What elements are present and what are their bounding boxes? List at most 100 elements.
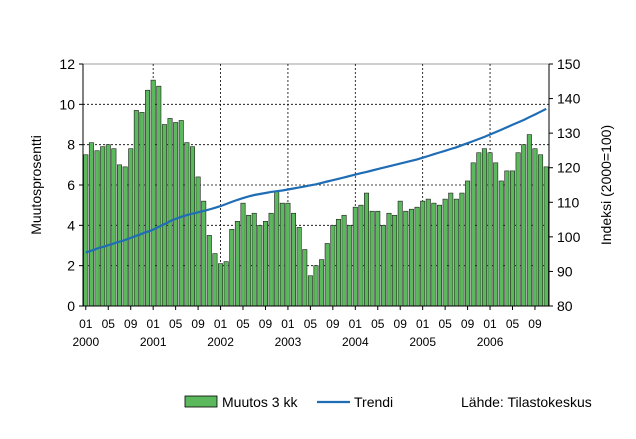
bar — [442, 198, 448, 307]
month-tick-label: 01 — [483, 317, 497, 331]
bar — [274, 190, 280, 307]
bar — [240, 202, 246, 307]
bar — [459, 192, 465, 307]
year-tick-label: 2004 — [342, 335, 369, 349]
bar — [83, 154, 89, 307]
bar — [100, 146, 106, 307]
bar — [156, 85, 162, 307]
right-tick-label: 80 — [557, 298, 573, 314]
bar — [150, 79, 156, 307]
bar — [358, 204, 364, 307]
bar — [448, 192, 454, 307]
bar — [510, 170, 515, 307]
bar — [262, 221, 268, 307]
month-tick-label: 01 — [79, 317, 93, 331]
bar — [453, 198, 459, 307]
legend-bar-label: Muutos 3 kk — [222, 394, 298, 410]
bar — [223, 261, 229, 307]
right-tick-label: 150 — [557, 56, 581, 72]
bar — [111, 148, 117, 307]
left-tick-label: 12 — [59, 56, 75, 72]
right-tick-label: 140 — [557, 91, 581, 107]
month-tick-label: 05 — [506, 317, 520, 331]
bar — [167, 118, 173, 307]
bar — [341, 214, 347, 307]
month-tick-label: 01 — [349, 317, 363, 331]
bar — [302, 249, 308, 307]
bar — [420, 200, 426, 307]
bar — [437, 204, 443, 307]
legend-bar-swatch — [184, 395, 218, 408]
bar — [212, 253, 218, 307]
month-tick-label: 05 — [304, 317, 318, 331]
right-tick-label: 120 — [557, 160, 581, 176]
bar — [201, 200, 207, 307]
left-tick-label: 6 — [67, 177, 75, 193]
bar — [431, 202, 437, 307]
right-tick-label: 110 — [557, 194, 580, 210]
bar — [392, 214, 398, 307]
bar — [324, 243, 330, 307]
bar-layer — [83, 79, 549, 307]
year-tick-label: 2002 — [207, 335, 234, 349]
month-tick-label: 05 — [236, 317, 250, 331]
month-tick-label: 09 — [461, 317, 475, 331]
bar — [498, 180, 504, 307]
bar — [538, 154, 544, 307]
bar — [296, 227, 302, 307]
bar — [139, 112, 145, 307]
bar — [257, 225, 263, 307]
left-tick-label: 2 — [67, 258, 75, 274]
bar — [403, 210, 409, 307]
bar — [105, 144, 111, 307]
year-tick-label: 2001 — [140, 335, 167, 349]
bar — [493, 162, 499, 307]
bar — [515, 152, 521, 307]
left-tick-label: 8 — [67, 137, 75, 153]
legend: Muutos 3 kk Trendi — [184, 394, 393, 410]
bar — [161, 124, 167, 307]
bar — [481, 148, 487, 307]
bar — [397, 200, 403, 307]
bar — [470, 162, 476, 307]
left-tick-label: 10 — [59, 96, 75, 112]
bar — [184, 142, 190, 307]
right-tick-label: 100 — [557, 229, 581, 245]
bar — [521, 144, 527, 307]
bar — [313, 265, 319, 307]
bar — [330, 225, 336, 307]
bar — [251, 212, 257, 307]
bar — [335, 218, 341, 307]
bar — [375, 210, 381, 307]
bar — [364, 192, 370, 307]
month-tick-label: 09 — [528, 317, 542, 331]
month-tick-label: 05 — [102, 317, 116, 331]
bar — [386, 212, 392, 307]
month-tick-label: 09 — [394, 317, 408, 331]
legend-line-label: Trendi — [354, 394, 393, 410]
right-tick-label: 130 — [557, 125, 581, 141]
bar — [88, 142, 94, 307]
bar — [543, 166, 549, 307]
bar — [352, 206, 358, 307]
bar — [218, 263, 224, 307]
bar — [128, 148, 134, 307]
bar — [268, 212, 274, 307]
bar — [189, 146, 195, 307]
bar — [291, 212, 297, 307]
left-axis-title: Muutosprosentti — [28, 135, 44, 235]
bar — [414, 206, 420, 307]
bar — [285, 202, 291, 307]
left-tick-label: 0 — [67, 298, 75, 314]
month-tick-label: 09 — [124, 317, 138, 331]
bar — [145, 89, 151, 307]
bar — [532, 148, 538, 307]
bar — [178, 120, 184, 307]
year-tick-label: 2005 — [409, 335, 436, 349]
bar — [133, 110, 139, 307]
bar — [319, 259, 325, 307]
month-tick-label: 09 — [191, 317, 205, 331]
bar — [504, 170, 510, 307]
